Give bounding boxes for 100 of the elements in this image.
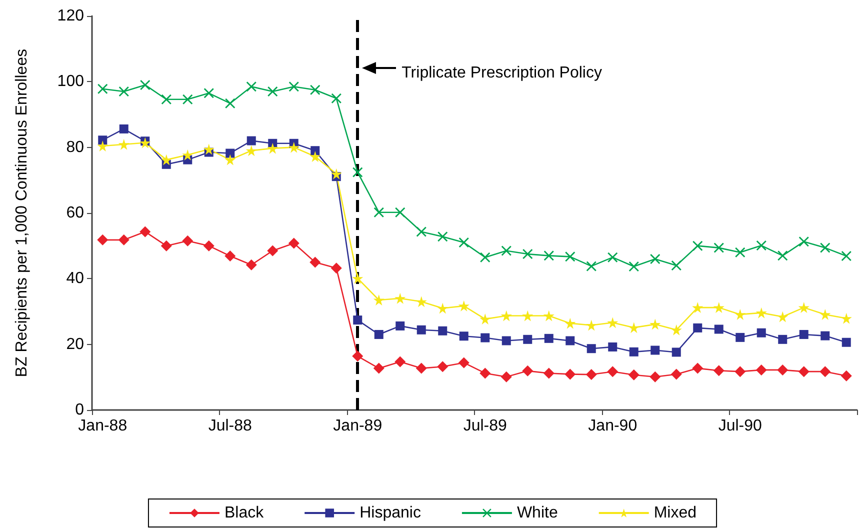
point — [352, 272, 364, 284]
y-tick-label: 120 — [57, 8, 84, 24]
y-tick-label: 60 — [66, 204, 84, 222]
point — [608, 342, 618, 352]
point — [416, 226, 426, 237]
point — [586, 320, 597, 331]
point — [586, 344, 596, 354]
point — [522, 249, 533, 260]
point — [267, 142, 278, 154]
point — [246, 145, 257, 156]
point — [203, 144, 214, 155]
point — [713, 365, 724, 376]
point — [268, 86, 278, 97]
point — [500, 310, 512, 322]
point — [501, 246, 512, 256]
point — [820, 242, 830, 253]
x-tick-label: Jul-88 — [208, 418, 252, 434]
point — [97, 234, 108, 246]
point — [820, 366, 831, 378]
point — [693, 323, 702, 332]
point — [246, 259, 257, 270]
point — [246, 82, 256, 92]
point — [226, 148, 235, 158]
point — [692, 240, 703, 251]
point — [840, 370, 852, 382]
point — [480, 333, 490, 342]
point — [118, 138, 130, 150]
point — [416, 325, 426, 334]
point — [458, 238, 469, 248]
point — [437, 361, 448, 372]
point — [840, 312, 852, 324]
point — [98, 84, 108, 94]
point — [395, 207, 406, 218]
point — [670, 324, 682, 336]
x-tick-label: Jul-89 — [463, 418, 508, 434]
point — [714, 242, 724, 253]
point — [182, 94, 193, 104]
point — [416, 362, 427, 374]
y-tick-label: 80 — [66, 138, 84, 156]
point — [820, 331, 830, 340]
point — [224, 154, 236, 166]
point — [459, 332, 468, 341]
x-tick-label: Jan-90 — [588, 418, 638, 434]
point — [798, 366, 810, 378]
point — [586, 261, 596, 272]
point — [224, 250, 236, 262]
point — [161, 94, 172, 104]
point — [841, 251, 852, 262]
point — [692, 362, 704, 374]
point — [225, 98, 236, 108]
point — [267, 245, 278, 256]
point — [416, 296, 427, 308]
point — [140, 226, 151, 238]
point — [394, 356, 406, 368]
point — [373, 294, 384, 306]
point — [692, 302, 704, 314]
point — [288, 142, 300, 153]
point — [310, 151, 321, 162]
point — [756, 328, 766, 338]
point — [543, 310, 554, 322]
point — [119, 124, 128, 134]
point — [608, 252, 618, 262]
point — [204, 88, 214, 98]
point — [607, 317, 618, 328]
point — [672, 348, 681, 357]
point — [628, 322, 640, 334]
point — [288, 238, 300, 249]
point — [288, 82, 299, 92]
point — [330, 168, 342, 180]
point — [98, 136, 108, 145]
point — [331, 93, 342, 104]
point — [140, 80, 150, 90]
point — [798, 302, 810, 314]
point — [735, 247, 746, 258]
x-tick-label: Jul-90 — [718, 418, 762, 434]
point — [97, 140, 108, 152]
point — [734, 308, 746, 320]
point — [458, 300, 470, 312]
point — [373, 362, 384, 374]
y-axis-title: BZ Recipients per 1,000 Continuous Enrollees — [14, 48, 30, 378]
point — [118, 86, 129, 97]
point — [500, 371, 512, 382]
point — [438, 232, 448, 242]
point — [480, 368, 491, 379]
point — [396, 321, 405, 330]
point — [330, 262, 342, 274]
point — [756, 240, 766, 251]
point — [246, 136, 256, 146]
point — [564, 318, 576, 329]
point — [650, 318, 661, 330]
point — [203, 240, 214, 252]
point — [778, 250, 788, 261]
legend-label: Hispanic — [360, 504, 421, 522]
point — [650, 346, 660, 355]
point — [820, 308, 831, 320]
point — [182, 235, 194, 246]
point — [118, 234, 130, 246]
point — [522, 365, 534, 376]
point — [502, 336, 511, 346]
point — [842, 338, 851, 347]
